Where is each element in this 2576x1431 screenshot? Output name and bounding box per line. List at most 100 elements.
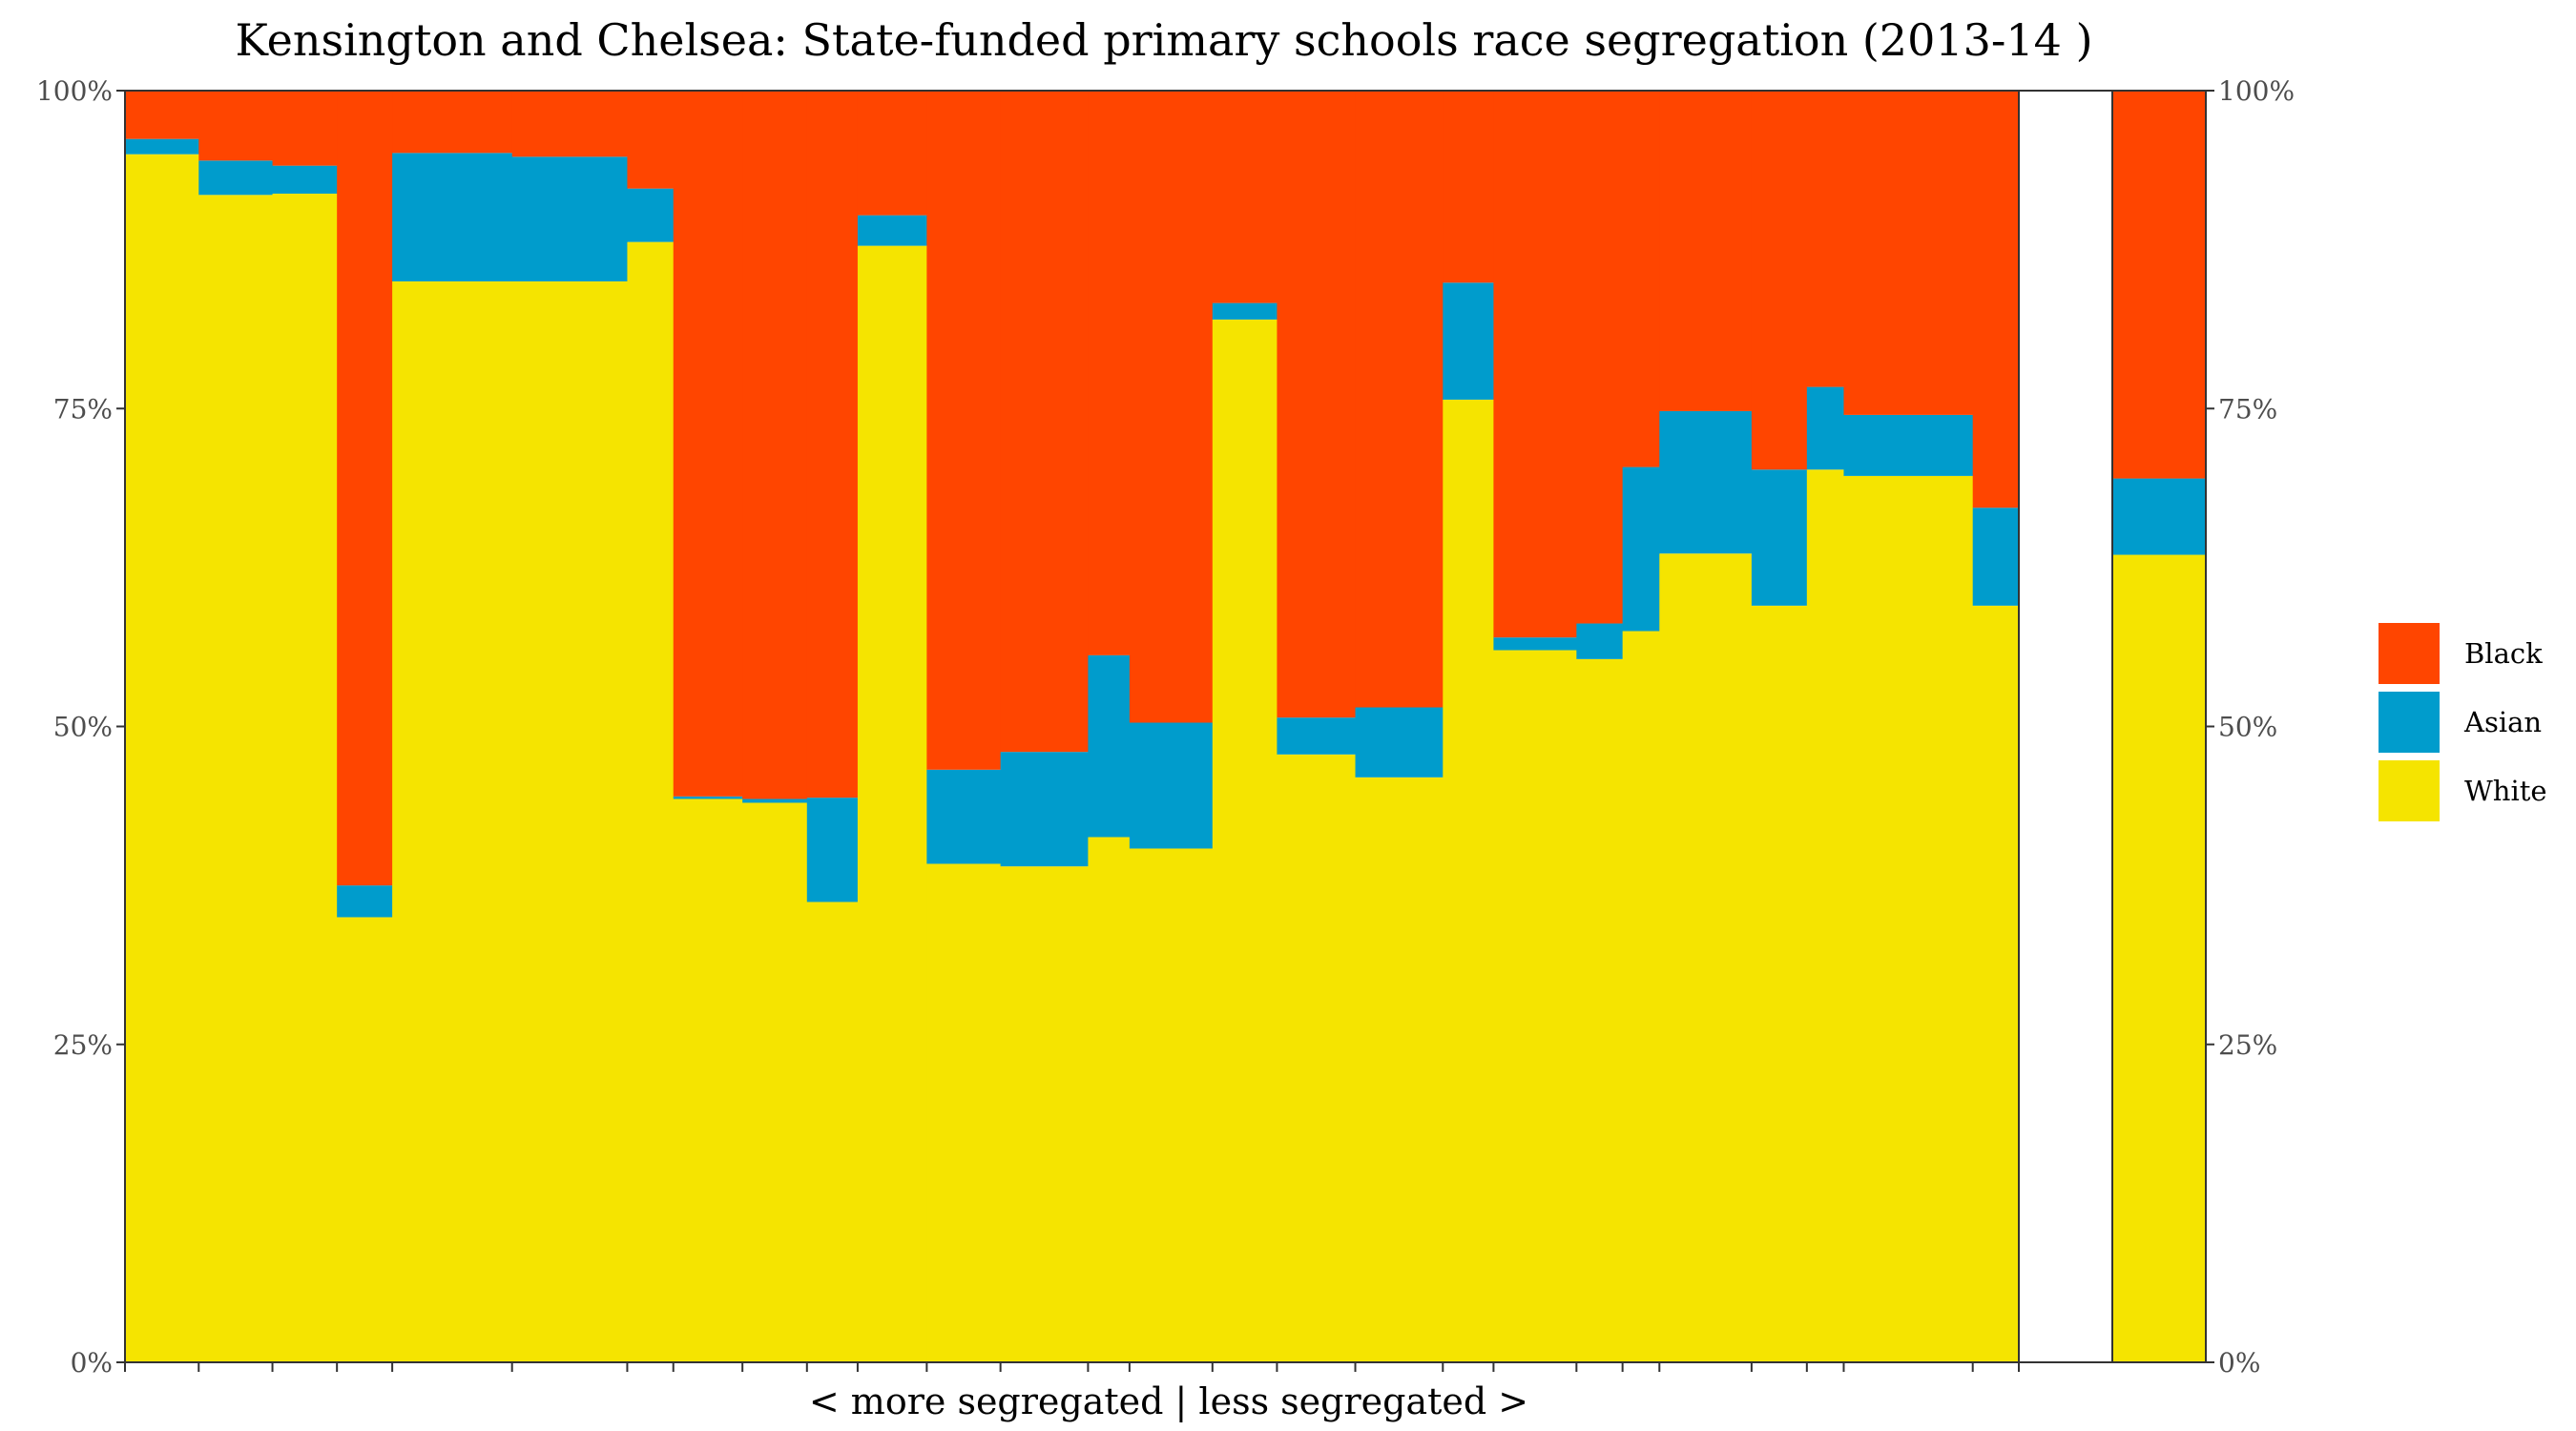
total-column-white-bar (2112, 554, 2207, 1362)
school-black-bar-15 (1129, 91, 1214, 723)
school-black-bar-5 (392, 91, 513, 154)
legend: Black Asian White (2379, 623, 2547, 821)
y-tick-label-left: 75% (53, 393, 113, 425)
school-black-bar-18 (1355, 91, 1444, 708)
chart-title: Kensington and Chelsea: State-funded pri… (235, 14, 2092, 66)
school-white-bar-18 (1355, 777, 1444, 1362)
school-black-bar-13 (1000, 91, 1090, 753)
school-asian-bar-17 (1277, 717, 1357, 755)
school-asian-bar-27 (1972, 508, 2020, 606)
school-asian-bar-11 (857, 215, 927, 246)
x-axis-label: < more segregated | less segregated > (809, 1380, 1528, 1422)
school-asian-bar-2 (198, 160, 274, 196)
school-asian-bar-18 (1355, 707, 1444, 778)
school-black-bar-20 (1493, 91, 1577, 638)
school-white-bar-22 (1622, 631, 1660, 1362)
legend-label-asian: Asian (2463, 706, 2542, 738)
school-black-bar-27 (1972, 91, 2020, 508)
school-asian-bar-14 (1088, 654, 1131, 838)
school-white-bar-27 (1972, 605, 2020, 1362)
school-white-bar-15 (1129, 848, 1214, 1362)
legend-swatch-white (2379, 760, 2440, 821)
y-axis-right: 0% 25% 50% 75% 100% (2206, 75, 2295, 1379)
school-white-bar-4 (337, 917, 393, 1362)
school-asian-bar-19 (1443, 282, 1495, 400)
school-white-bar-13 (1000, 866, 1090, 1362)
school-white-bar-9 (742, 802, 808, 1362)
school-black-bar-14 (1088, 91, 1131, 655)
school-white-bar-1 (125, 154, 199, 1362)
school-asian-bar-15 (1129, 722, 1214, 849)
school-white-bar-25 (1806, 469, 1845, 1362)
school-asian-bar-22 (1622, 467, 1660, 632)
x-axis-ticks (124, 1362, 2020, 1372)
total-column-asian-bar (2112, 478, 2207, 555)
school-black-bar-9 (742, 91, 808, 799)
school-asian-bar-8 (673, 796, 743, 799)
school-white-bar-19 (1443, 399, 1495, 1362)
school-black-bar-25 (1806, 91, 1845, 387)
school-asian-bar-3 (272, 165, 338, 194)
school-asian-bar-26 (1843, 414, 1974, 476)
legend-swatch-asian (2379, 692, 2440, 753)
school-black-bar-26 (1843, 91, 1974, 415)
school-white-bar-24 (1751, 605, 1808, 1362)
school-white-bar-14 (1088, 837, 1131, 1362)
school-asian-bar-9 (742, 798, 808, 803)
school-asian-bar-12 (926, 769, 1002, 864)
school-white-bar-21 (1576, 658, 1624, 1362)
school-asian-bar-16 (1212, 302, 1278, 320)
school-asian-bar-7 (627, 188, 675, 242)
school-black-bar-10 (806, 91, 859, 798)
y-tick-label-right: 100% (2218, 75, 2295, 107)
school-black-bar-4 (337, 91, 393, 886)
school-white-bar-23 (1659, 553, 1753, 1362)
school-asian-bar-6 (511, 156, 629, 281)
school-black-bar-6 (511, 91, 629, 157)
y-axis-left: 0% 25% 50% 75% 100% (36, 75, 125, 1379)
school-asian-bar-10 (806, 798, 859, 902)
school-white-bar-26 (1843, 475, 1974, 1362)
school-black-bar-23 (1659, 91, 1753, 411)
school-asian-bar-20 (1493, 637, 1577, 651)
y-tick-label-right: 50% (2218, 712, 2277, 743)
y-tick-label-left: 0% (71, 1347, 113, 1379)
school-white-bar-20 (1493, 650, 1577, 1362)
school-asian-bar-23 (1659, 410, 1753, 554)
gap-panel-border (2018, 90, 2113, 1363)
school-white-bar-17 (1277, 754, 1357, 1362)
total-column-black-bar (2112, 91, 2207, 479)
school-white-bar-16 (1212, 319, 1278, 1363)
y-tick-label-left: 100% (36, 75, 113, 107)
school-black-bar-3 (272, 91, 338, 166)
school-black-bar-22 (1622, 91, 1660, 467)
y-tick-label-right: 25% (2218, 1029, 2277, 1061)
school-asian-bar-5 (392, 153, 513, 281)
school-white-bar-7 (627, 241, 675, 1363)
school-white-bar-12 (926, 863, 1002, 1362)
school-asian-bar-4 (337, 885, 393, 918)
school-white-bar-10 (806, 902, 859, 1362)
y-tick-label-left: 25% (53, 1029, 113, 1061)
y-tick-label-right: 0% (2218, 1347, 2260, 1379)
school-white-bar-8 (673, 798, 743, 1362)
school-asian-bar-25 (1806, 386, 1845, 470)
school-asian-bar-13 (1000, 752, 1090, 867)
school-black-bar-1 (125, 91, 199, 139)
school-white-bar-3 (272, 193, 338, 1362)
legend-label-black: Black (2464, 637, 2543, 670)
school-white-bar-6 (511, 280, 629, 1363)
total-column-bars (2112, 91, 2207, 1362)
school-black-bar-21 (1576, 91, 1624, 624)
school-black-bar-11 (857, 91, 927, 216)
school-asian-bar-1 (125, 138, 199, 155)
school-white-bar-11 (857, 245, 927, 1363)
school-black-bar-16 (1212, 91, 1278, 303)
school-black-bar-12 (926, 91, 1002, 770)
school-asian-bar-21 (1576, 623, 1624, 659)
y-tick-label-right: 75% (2218, 393, 2277, 425)
school-black-bar-19 (1443, 91, 1495, 283)
school-black-bar-24 (1751, 91, 1808, 470)
school-black-bar-7 (627, 91, 675, 189)
